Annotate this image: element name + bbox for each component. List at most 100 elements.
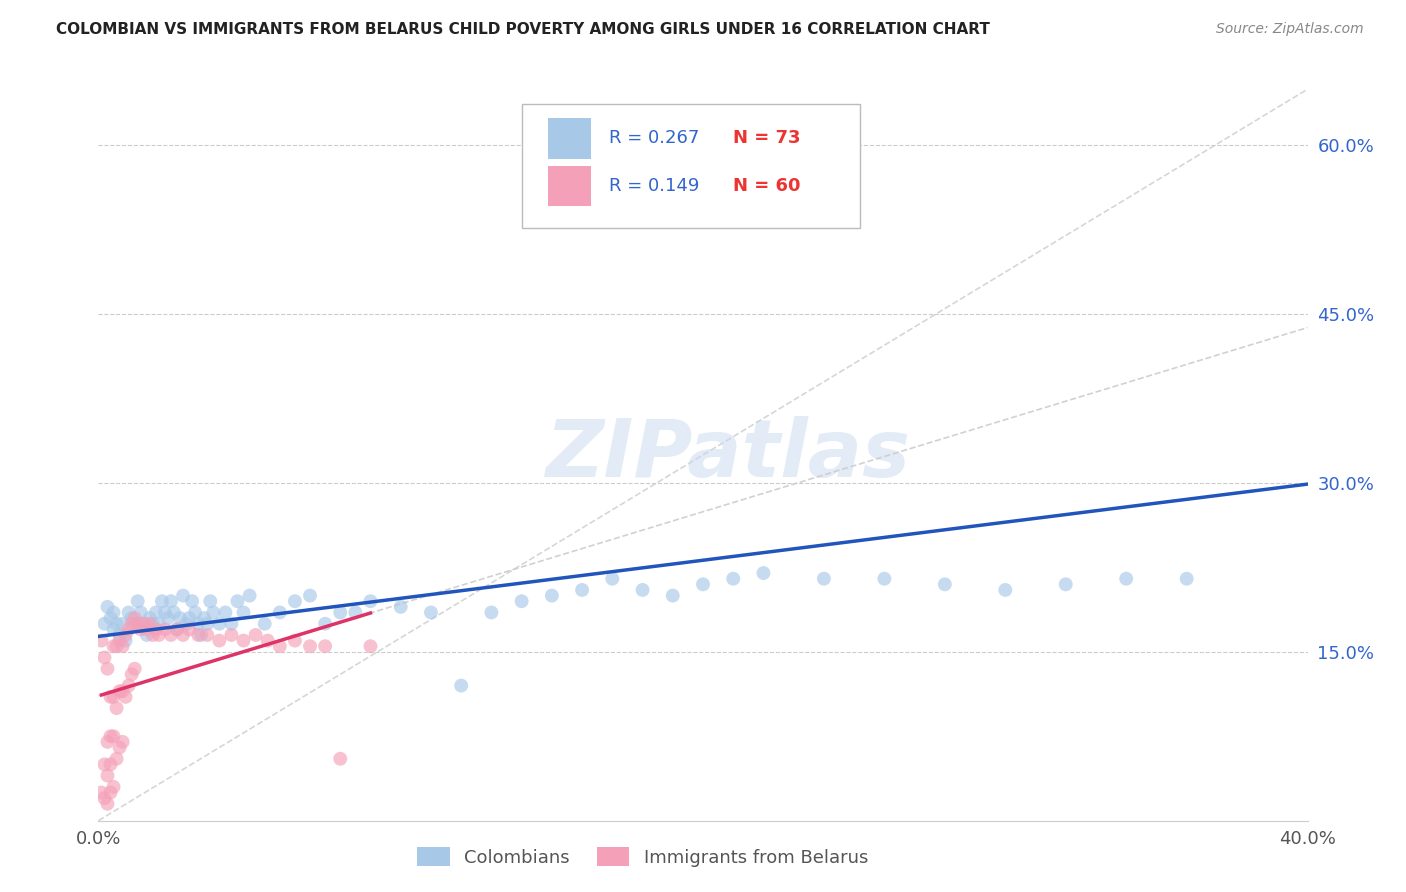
Point [93,757,115,772]
Point [96,599,118,614]
Point [723,572,745,586]
Point [124,616,146,631]
Point [129,623,152,637]
Point [148,628,170,642]
Point [139,611,162,625]
Point [103,639,125,653]
Point [108,628,131,642]
Point [202,606,225,620]
Point [692,577,714,591]
Point [103,780,125,794]
Point [174,616,197,631]
Bar [548,166,591,206]
Point [108,633,131,648]
Point [93,791,115,805]
Point [299,639,322,653]
Text: Source: ZipAtlas.com: Source: ZipAtlas.com [1216,22,1364,37]
Point [121,611,143,625]
Point [103,729,125,743]
Point [934,577,956,591]
Point [510,594,533,608]
Point [90,633,112,648]
Point [132,616,155,631]
Point [994,582,1017,597]
Point [172,628,194,642]
Point [127,616,149,631]
Point [142,616,165,631]
Text: N = 60: N = 60 [734,177,801,194]
Point [232,633,254,648]
Point [187,616,209,631]
Point [118,679,141,693]
Point [166,623,188,637]
Text: R = 0.149: R = 0.149 [609,177,699,194]
Point [100,611,122,625]
Point [96,662,118,676]
Point [269,606,291,620]
Point [139,616,162,631]
Point [103,623,125,637]
Point [239,589,262,603]
FancyBboxPatch shape [522,103,860,228]
Point [299,589,322,603]
Point [344,606,367,620]
Point [184,606,207,620]
Point [187,628,209,642]
Point [105,752,128,766]
Point [135,623,157,637]
Point [114,628,136,642]
Point [160,628,183,642]
Point [232,606,254,620]
Point [813,572,835,586]
Point [193,611,215,625]
Text: COLOMBIAN VS IMMIGRANTS FROM BELARUS CHILD POVERTY AMONG GIRLS UNDER 16 CORRELAT: COLOMBIAN VS IMMIGRANTS FROM BELARUS CHI… [56,22,990,37]
Point [100,690,122,704]
Point [118,623,141,637]
Point [105,616,128,631]
Text: ZIPatlas: ZIPatlas [544,416,910,494]
Point [90,785,112,799]
Point [221,616,243,631]
Legend: Colombians, Immigrants from Belarus: Colombians, Immigrants from Belarus [409,840,876,874]
Point [96,769,118,783]
Point [114,690,136,704]
Point [221,628,243,642]
Point [1054,577,1077,591]
Point [631,582,654,597]
Point [389,599,412,614]
Point [169,611,191,625]
Point [100,729,122,743]
Point [114,633,136,648]
Point [190,628,212,642]
Point [111,616,134,631]
Point [662,589,685,603]
Point [329,752,352,766]
Point [200,594,222,608]
Point [166,623,188,637]
Text: N = 73: N = 73 [734,129,801,147]
Point [105,639,128,653]
Point [873,572,896,586]
Point [1115,572,1137,586]
Point [284,594,307,608]
Point [150,594,173,608]
Point [142,628,165,642]
Point [127,594,149,608]
Point [179,611,201,625]
Point [103,690,125,704]
Point [253,616,276,631]
Point [105,701,128,715]
Point [153,606,176,620]
Point [314,639,336,653]
Point [481,606,503,620]
Point [129,606,152,620]
Point [360,639,382,653]
Point [245,628,267,642]
Point [145,606,167,620]
Point [111,735,134,749]
Point [100,757,122,772]
Point [269,639,291,653]
Point [214,606,236,620]
Point [132,616,155,631]
Point [124,611,146,625]
